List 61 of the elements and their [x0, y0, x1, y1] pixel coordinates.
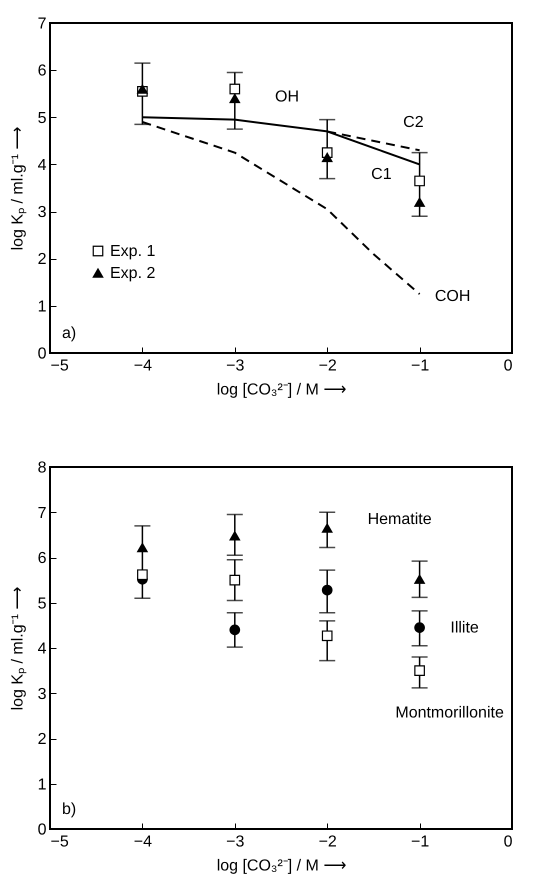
x-tick-label: −3 — [226, 834, 245, 850]
x-tick-label: −1 — [410, 834, 430, 850]
x-tick-label: −4 — [134, 358, 152, 374]
y-tick-label: 3 — [38, 204, 47, 222]
point — [229, 574, 240, 586]
annotation: C2 — [403, 114, 424, 131]
text: Hematite — [368, 511, 432, 528]
series-label: Illite — [450, 620, 479, 637]
y-axis-title: log Kₚ / ml.g⁻¹ ⟶ — [10, 126, 27, 250]
point — [414, 665, 425, 676]
point — [137, 84, 148, 94]
x-tick-label: −5 — [50, 358, 69, 374]
point — [414, 197, 425, 207]
x-tick-label: 0 — [504, 834, 513, 850]
y-tick-label: 1 — [38, 776, 47, 794]
x-tick-label: −4 — [134, 834, 152, 850]
point — [414, 574, 425, 584]
y-tick-label: 0 — [38, 346, 47, 362]
x-tick-label: −3 — [226, 358, 245, 374]
y-tick-label: 5 — [38, 110, 47, 127]
y-tick-label: 6 — [38, 62, 47, 80]
point — [322, 523, 333, 533]
annotation: OH — [275, 88, 300, 106]
text: Montmorillonite — [395, 704, 504, 722]
legend-label: Exp. 2 — [110, 265, 156, 282]
y-tick-label: 3 — [38, 686, 47, 703]
point — [322, 152, 333, 162]
annotation: COH — [434, 288, 470, 306]
point — [229, 624, 240, 636]
x-tick-label: −1 — [410, 358, 430, 374]
y-tick-label: 2 — [38, 251, 47, 268]
annotation: b) — [62, 801, 76, 818]
point — [137, 569, 148, 580]
x-tick-label: −2 — [318, 358, 337, 374]
y-tick-label: 2 — [38, 731, 47, 748]
y-tick-label: 8 — [38, 460, 47, 476]
x-tick-label: −2 — [318, 834, 337, 850]
x-axis-title: log [CO₃²⁻] / M ⟶ — [216, 382, 346, 398]
x-axis-title: log [CO₃²⁻] / M ⟶ — [216, 858, 346, 874]
point — [229, 531, 240, 540]
point — [322, 584, 333, 596]
annotation: C1 — [371, 166, 392, 183]
x-tick-label: −5 — [50, 834, 69, 850]
y-tick-label: 7 — [38, 504, 47, 522]
legend-label: Exp. 1 — [110, 243, 156, 260]
y-tick-label: 4 — [38, 640, 47, 658]
point — [322, 630, 333, 642]
y-tick-label: 0 — [38, 822, 47, 838]
y-tick-label: 5 — [38, 595, 47, 612]
y-axis-title: log Kₚ / ml.g⁻¹ ⟶ — [10, 586, 27, 710]
y-tick-label: 1 — [38, 298, 47, 316]
y-tick-label: 4 — [38, 156, 47, 174]
point — [137, 542, 148, 552]
annotation: a) — [62, 325, 76, 342]
point — [229, 84, 240, 94]
point — [229, 94, 240, 104]
point — [414, 176, 425, 186]
x-tick-label: 0 — [504, 358, 513, 374]
y-tick-label: 6 — [38, 550, 47, 567]
y-tick-label: 7 — [38, 16, 47, 32]
point — [414, 622, 425, 633]
